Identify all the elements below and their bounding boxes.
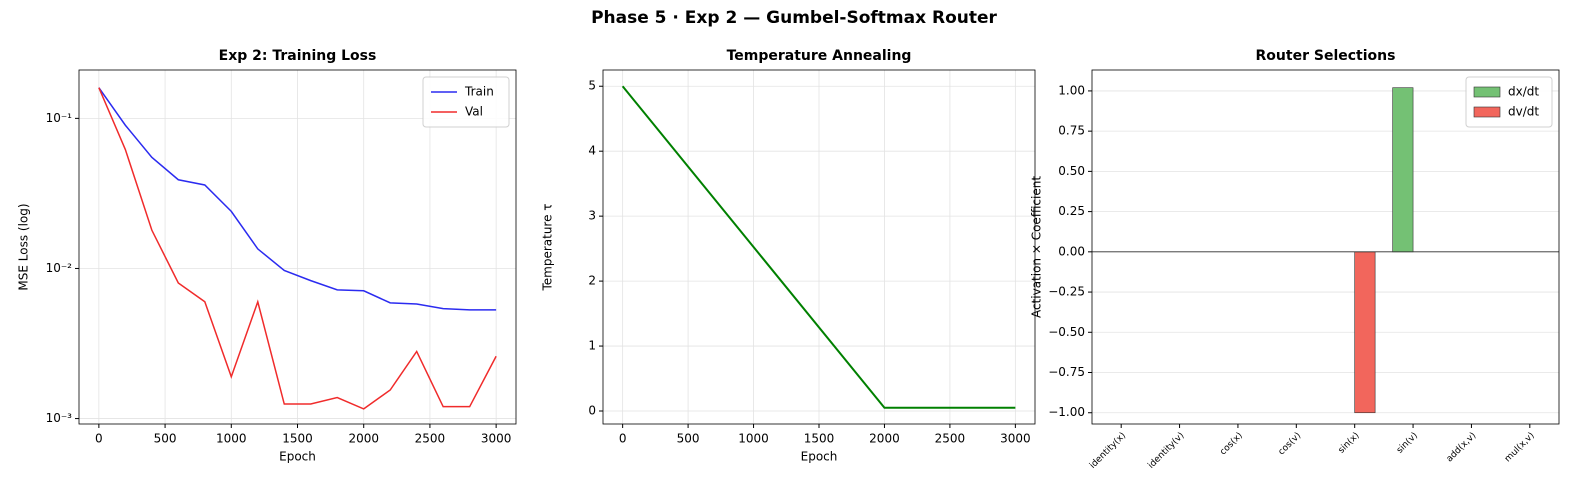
x-tick-label: 1000 bbox=[738, 432, 769, 446]
y-axis-label: Temperature τ bbox=[541, 203, 555, 291]
bar bbox=[1354, 251, 1376, 414]
y-tick-label: 0.50 bbox=[1058, 164, 1085, 178]
y-tick-label: 5 bbox=[588, 79, 596, 93]
x-tick-label: 2000 bbox=[869, 432, 900, 446]
y-tick-label: 0.00 bbox=[1058, 244, 1085, 258]
line bbox=[621, 85, 1016, 409]
x-tick-label: 2500 bbox=[935, 432, 966, 446]
y-tick-label: 10⁻² bbox=[46, 261, 73, 275]
y-tick-label: 2 bbox=[588, 274, 596, 288]
x-axis-label: Epoch bbox=[279, 450, 316, 464]
axes-title: Router Selections bbox=[1256, 48, 1396, 64]
x-tick-label: 0 bbox=[95, 432, 103, 446]
legend-swatch bbox=[1473, 86, 1501, 98]
line bbox=[98, 87, 497, 311]
x-tick-label: 0 bbox=[619, 432, 627, 446]
y-axis-label: MSE Loss (log) bbox=[17, 203, 31, 290]
y-tick-label: 10⁻¹ bbox=[46, 111, 73, 125]
legend-label: dv/dt bbox=[1508, 105, 1539, 119]
legend-label: Val bbox=[465, 105, 483, 119]
y-tick-label: 1 bbox=[588, 339, 596, 353]
y-axis-label: Activation × Coefficient bbox=[1030, 176, 1044, 318]
figure-title: Phase 5 · Exp 2 — Gumbel-Softmax Router bbox=[591, 8, 997, 28]
y-tick-label: 3 bbox=[588, 209, 596, 223]
legend-box bbox=[422, 76, 510, 128]
y-tick-label: −1.00 bbox=[1048, 405, 1085, 419]
legend-label: dx/dt bbox=[1508, 85, 1539, 99]
x-tick-label: 500 bbox=[677, 432, 700, 446]
axes-frame bbox=[602, 69, 1036, 425]
line bbox=[98, 87, 497, 410]
legend-swatch bbox=[1473, 106, 1501, 118]
y-tick-label: 0.25 bbox=[1058, 204, 1085, 218]
axes-frame bbox=[1091, 69, 1560, 425]
y-tick-label: 1.00 bbox=[1058, 83, 1085, 97]
y-tick-label: −0.50 bbox=[1048, 325, 1085, 339]
legend-label: Train bbox=[464, 85, 494, 99]
y-tick-label: 10⁻³ bbox=[46, 411, 73, 425]
y-tick-label: −0.75 bbox=[1048, 365, 1085, 379]
x-tick-label: 1000 bbox=[216, 432, 247, 446]
x-tick-label: 1500 bbox=[282, 432, 313, 446]
axes-title: Temperature Annealing bbox=[727, 48, 912, 64]
y-tick-label: 4 bbox=[588, 144, 596, 158]
y-tick-label: 0.75 bbox=[1058, 124, 1085, 138]
y-tick-label: 0 bbox=[588, 404, 596, 418]
axes-title: Exp 2: Training Loss bbox=[219, 48, 377, 64]
bar bbox=[1392, 87, 1414, 253]
x-tick-label: 500 bbox=[154, 432, 177, 446]
x-tick-label: 2000 bbox=[348, 432, 379, 446]
y-tick-label: −0.25 bbox=[1048, 285, 1085, 299]
x-tick-label: 3000 bbox=[481, 432, 512, 446]
x-tick-label: 3000 bbox=[1000, 432, 1031, 446]
axes-frame bbox=[78, 69, 517, 425]
x-axis-label: Epoch bbox=[801, 450, 838, 464]
x-tick-label: 2500 bbox=[415, 432, 446, 446]
x-tick-label: 1500 bbox=[804, 432, 835, 446]
